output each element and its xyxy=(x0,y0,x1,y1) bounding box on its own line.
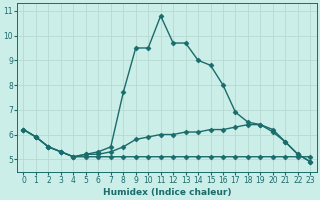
X-axis label: Humidex (Indice chaleur): Humidex (Indice chaleur) xyxy=(103,188,231,197)
